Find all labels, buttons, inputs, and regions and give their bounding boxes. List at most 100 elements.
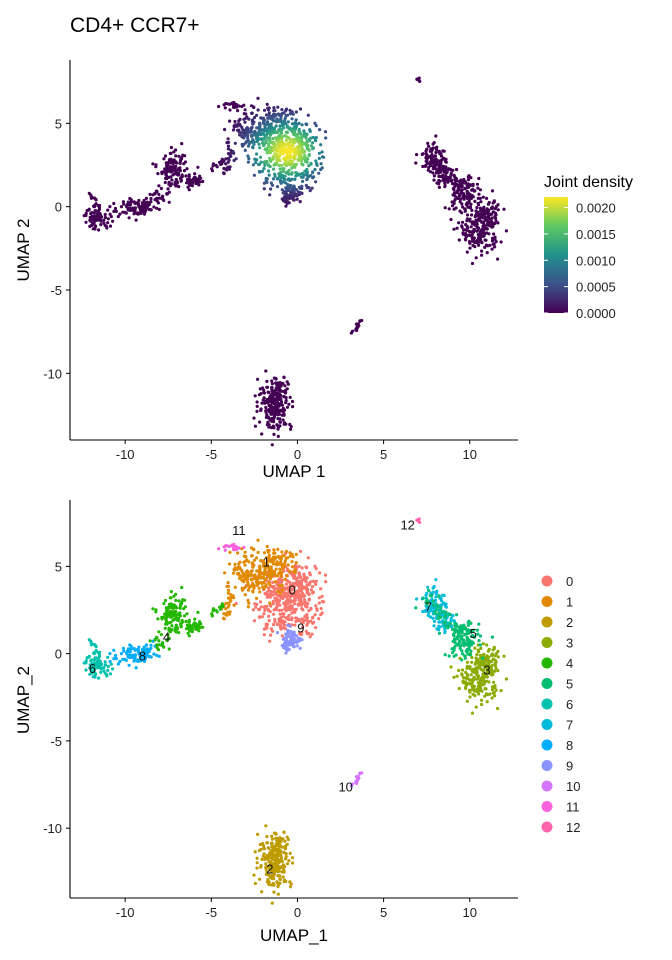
cluster-point xyxy=(237,571,241,576)
density-point xyxy=(456,185,460,189)
cluster-point xyxy=(299,582,304,586)
density-point xyxy=(268,151,272,155)
cluster-point xyxy=(470,681,474,685)
density-point xyxy=(420,152,424,156)
cluster-point xyxy=(278,877,282,881)
density-point xyxy=(477,176,481,181)
density-point xyxy=(294,171,298,175)
density-point xyxy=(244,116,248,120)
cluster-point xyxy=(471,692,475,696)
cluster-point xyxy=(490,663,494,668)
cluster-point xyxy=(270,557,274,561)
cluster-point xyxy=(281,865,286,870)
density-point xyxy=(474,213,478,217)
cluster-point xyxy=(179,621,183,625)
cluster-point xyxy=(259,865,263,869)
density-point xyxy=(477,192,481,196)
density-point xyxy=(255,158,259,162)
cluster-point xyxy=(294,561,298,565)
density-point xyxy=(423,164,427,168)
density-point xyxy=(311,147,315,151)
x-axis-title: UMAP_1 xyxy=(260,926,328,945)
legend-label: 4 xyxy=(566,656,573,671)
density-point xyxy=(129,198,133,202)
cluster-point xyxy=(485,643,489,647)
density-point xyxy=(262,108,267,112)
cluster-point xyxy=(238,565,242,569)
cluster-point xyxy=(324,580,328,584)
density-point xyxy=(294,134,298,138)
cluster-point xyxy=(297,585,302,590)
cluster-point xyxy=(103,660,107,664)
density-point xyxy=(252,173,256,177)
cluster-point xyxy=(277,594,281,598)
cluster-point xyxy=(448,613,452,617)
cluster-point xyxy=(268,639,272,643)
cluster-point xyxy=(479,646,483,651)
density-point xyxy=(274,124,278,128)
cluster-point xyxy=(300,592,304,596)
density-point xyxy=(89,219,93,224)
density-point xyxy=(285,130,289,134)
cluster-point xyxy=(473,646,477,650)
cluster-point xyxy=(157,643,161,647)
cluster-point xyxy=(270,901,274,905)
density-point xyxy=(176,171,181,175)
cluster-point xyxy=(277,600,281,604)
density-point xyxy=(280,137,284,141)
density-point xyxy=(493,235,497,239)
density-point xyxy=(233,141,237,145)
density-point xyxy=(313,167,317,172)
cluster-point xyxy=(275,622,279,627)
density-point xyxy=(164,174,169,178)
cluster-point xyxy=(451,614,455,618)
cluster-point xyxy=(240,569,244,573)
cluster-point xyxy=(434,578,438,582)
cluster-point xyxy=(461,638,466,642)
cluster-point xyxy=(303,594,307,598)
density-point xyxy=(271,149,275,153)
cluster-point xyxy=(288,629,292,634)
density-point xyxy=(432,178,436,182)
cluster-point xyxy=(457,686,461,691)
density-point xyxy=(426,168,430,172)
cluster-point xyxy=(421,596,425,600)
density-point xyxy=(177,185,181,189)
density-point xyxy=(431,171,435,175)
density-point xyxy=(283,384,287,388)
cluster-point xyxy=(278,570,282,574)
cluster-point xyxy=(253,850,257,854)
cluster-point xyxy=(486,649,490,653)
cluster-point xyxy=(292,576,296,580)
density-point xyxy=(473,199,477,203)
cluster-point xyxy=(481,662,485,667)
density-point xyxy=(470,188,474,192)
cluster-point xyxy=(250,578,254,582)
cluster-point xyxy=(260,890,264,894)
density-point xyxy=(157,196,161,200)
cluster-point xyxy=(270,841,274,845)
cluster-point xyxy=(263,608,267,613)
density-point xyxy=(305,173,309,177)
cluster-point xyxy=(443,627,447,631)
density-point xyxy=(250,111,254,115)
density-point xyxy=(174,148,178,152)
density-point xyxy=(295,197,299,201)
legend-label: 1 xyxy=(566,595,573,610)
cluster-point xyxy=(465,649,469,653)
cluster-point xyxy=(424,608,428,613)
cluster-point xyxy=(298,593,302,597)
cluster-point xyxy=(463,654,467,658)
cluster-point xyxy=(257,607,261,612)
cluster-point xyxy=(480,698,484,702)
density-point xyxy=(92,221,96,225)
cluster-point xyxy=(280,583,284,587)
cluster-point xyxy=(504,677,508,681)
legend-key xyxy=(541,575,553,587)
cluster-point xyxy=(162,645,166,649)
density-point xyxy=(98,203,102,208)
density-point xyxy=(97,228,101,232)
cluster-point xyxy=(309,607,313,611)
cluster-point xyxy=(258,600,263,604)
